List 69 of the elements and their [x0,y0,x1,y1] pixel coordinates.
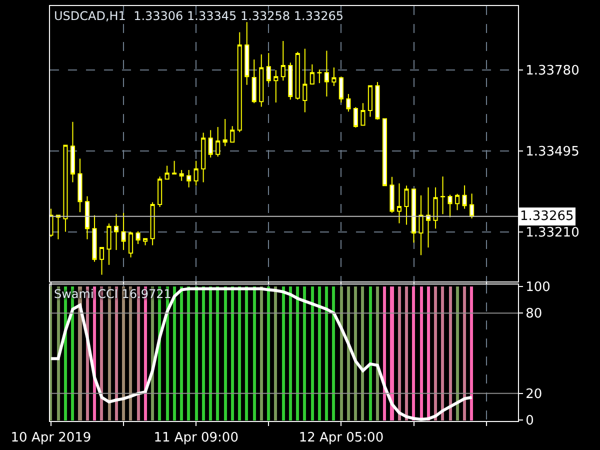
candlestick [201,132,206,183]
candlestick [92,214,97,262]
candlestick [418,194,424,256]
y-tick-label: 0 [526,414,534,429]
candlestick [179,170,184,182]
candlestick [346,93,351,112]
candlestick [172,160,177,174]
candlestick [448,194,452,218]
candlestick [194,160,198,186]
candlestick [78,158,82,213]
candlestick [143,238,148,246]
candlestick [455,193,460,211]
candlestick [244,21,250,86]
candlestick [208,130,213,158]
candlestick [382,118,388,186]
y-tick-label: 1.33495 [526,144,580,160]
candlestick [237,32,242,133]
candlestick [106,223,112,266]
candlestick [338,76,344,104]
y-tick-label: 20 [526,386,542,402]
candlestick [230,126,235,144]
candlestick [84,196,90,240]
y-tick-label: 1.33780 [526,63,580,78]
x-tick-label: 12 Apr 05:00 [298,430,384,446]
ref-line-label: 1.33265 [520,209,574,224]
y-tick-label: 80 [526,306,542,322]
candlestick [324,50,329,98]
candlestick [128,231,134,258]
candlestick [433,186,438,230]
candlestick [470,193,474,219]
candlestick [295,51,300,100]
y-tick-label: 1.33210 [526,226,580,241]
candlestick [63,144,68,232]
candlestick [462,184,467,210]
candlestick [266,52,271,84]
candlestick [280,40,286,82]
x-tick-label: 11 Apr 09:00 [154,430,238,446]
candlestick [121,212,126,251]
candlestick [353,106,358,128]
candlestick [375,82,380,120]
candlestick [426,186,431,248]
candlestick [99,246,104,276]
candlestick [440,176,446,215]
candlestick [368,85,372,118]
candlestick [114,214,119,251]
y-tick-label: 100 [526,280,550,296]
x-tick-label: 10 Apr 2019 [10,430,92,446]
candlestick [390,176,394,214]
candlestick [136,230,140,245]
candlestick [332,67,336,87]
candlestick [150,202,155,246]
candlestick [302,48,308,113]
candlestick [158,176,162,208]
chart-title: USDCAD,H1 1.33306 1.33345 1.33258 1.33265 [54,9,344,23]
candlestick [70,121,76,183]
candlestick [317,69,322,84]
candlestick [259,54,264,108]
candlestick [288,62,293,100]
candlestick [186,170,192,188]
candlestick [310,64,314,85]
candlestick [252,59,256,104]
candlestick [164,165,170,180]
candlestick [411,188,416,244]
candlestick [222,118,228,147]
candlestick [396,182,402,224]
candlestick [216,126,220,158]
candlestick [274,70,278,104]
candlestick [404,185,409,226]
candlestick [360,102,366,126]
